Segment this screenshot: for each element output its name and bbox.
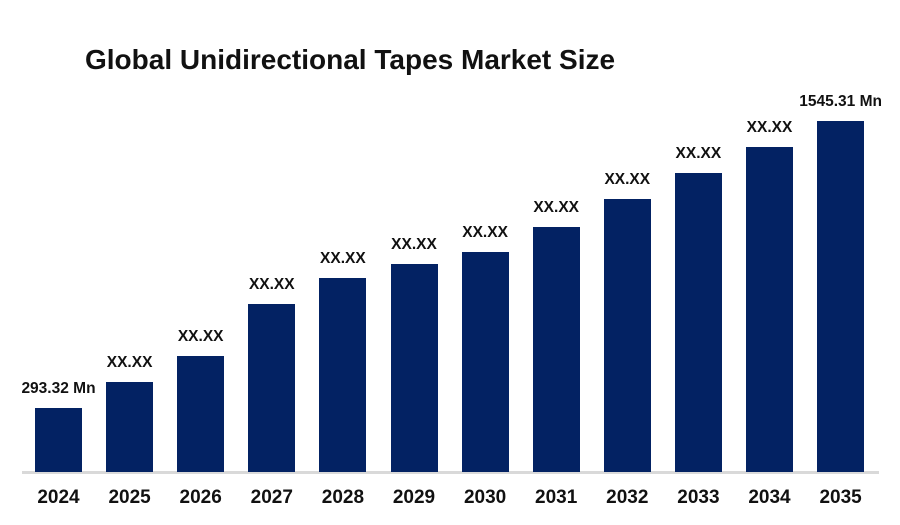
bar-2035 — [817, 121, 865, 472]
x-axis-tick-label-2025: 2025 — [108, 487, 151, 508]
x-axis-tick-label-2029: 2029 — [392, 487, 436, 508]
bar-2029 — [390, 264, 438, 472]
chart-title: Global Unidirectional Tapes Market Size — [85, 44, 616, 75]
x-axis-tick-label-2035: 2035 — [819, 487, 862, 508]
x-axis-tick-label-2028: 2028 — [321, 487, 365, 508]
bar-value-label-2034: XX.XX — [746, 119, 793, 136]
bar-value-label-2032: XX.XX — [604, 171, 651, 188]
bar-value-label-2030: XX.XX — [462, 224, 508, 241]
x-axis-line — [22, 471, 879, 474]
bar-value-label-2031: XX.XX — [533, 199, 580, 216]
bar-2026 — [177, 356, 225, 472]
bar-2025 — [106, 382, 154, 472]
bar-value-label-2027: XX.XX — [248, 276, 295, 293]
bar-value-label-2028: XX.XX — [320, 250, 366, 267]
x-axis-tick-label-2030: 2030 — [463, 487, 507, 508]
bar-2030 — [461, 252, 509, 472]
x-axis-tick-label-2031: 2031 — [535, 487, 578, 508]
x-axis-tick-label-2027: 2027 — [250, 487, 293, 508]
bar-value-label-2033: XX.XX — [675, 145, 722, 162]
bar-2024 — [35, 408, 82, 472]
bar-value-label-2029: XX.XX — [391, 236, 437, 253]
bar-2033 — [674, 173, 722, 472]
x-axis-tick-label-2024: 2024 — [37, 487, 80, 508]
bar-2031 — [532, 227, 580, 472]
bar-value-label-2025: XX.XX — [106, 354, 153, 371]
bar-2027 — [248, 304, 296, 472]
bar-value-label-2035: 1545.31 Mn — [799, 93, 882, 110]
bar-value-label-2026: XX.XX — [177, 328, 224, 345]
x-axis-tick-label-2033: 2033 — [677, 487, 720, 508]
bar-2034 — [746, 147, 793, 472]
bar-2028 — [319, 278, 367, 472]
bar-2032 — [603, 199, 651, 472]
x-axis-tick-label-2032: 2032 — [606, 487, 649, 508]
bar-value-label-2024: 293.32 Mn — [21, 380, 96, 397]
x-axis-tick-label-2026: 2026 — [179, 487, 222, 508]
x-axis-tick-label-2034: 2034 — [748, 487, 791, 508]
